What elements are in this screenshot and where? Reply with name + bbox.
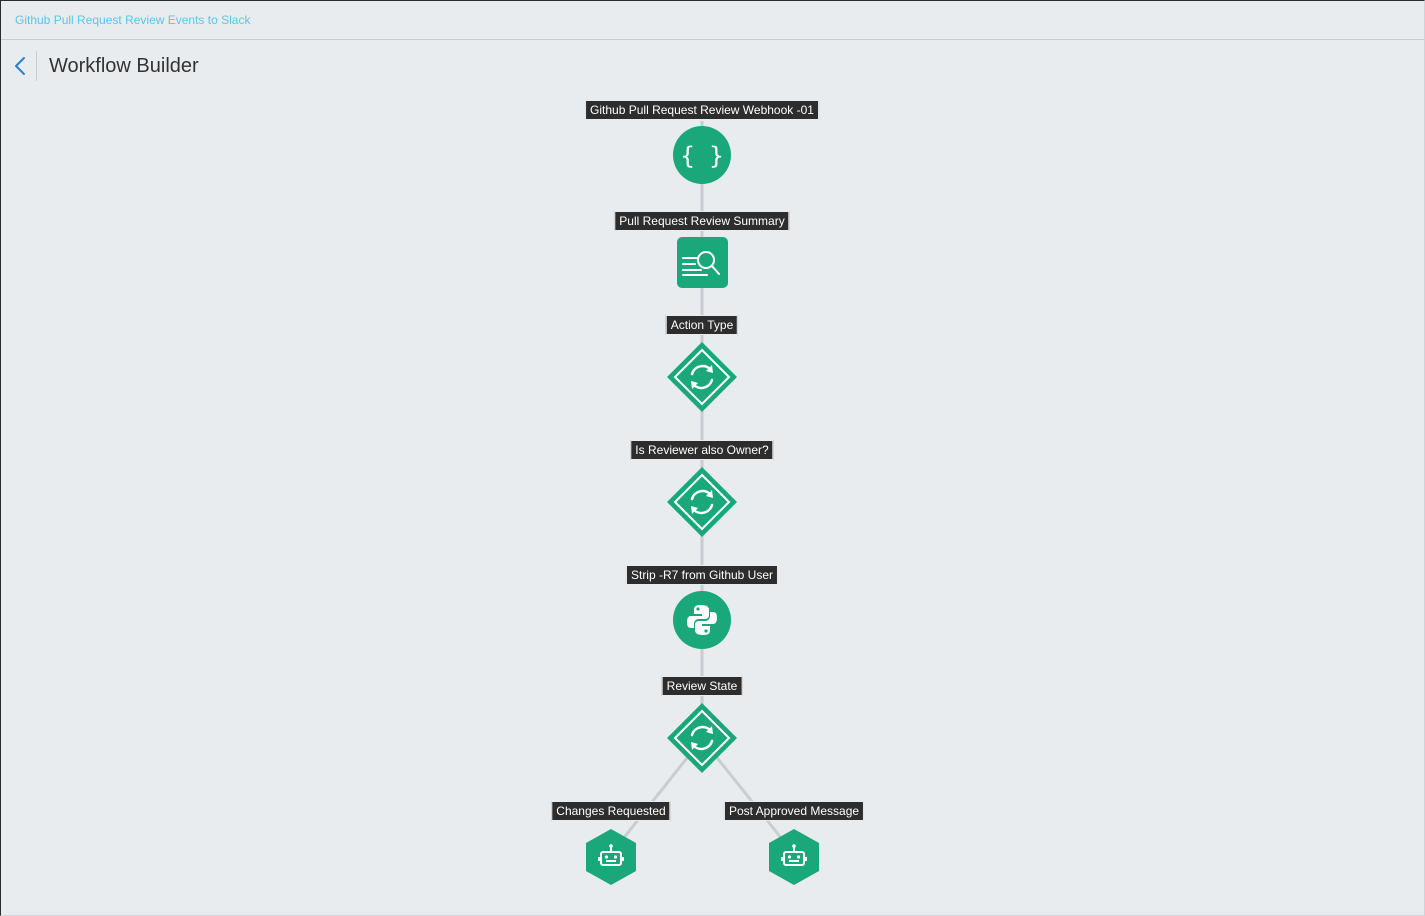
node-label-action-type[interactable]: Action Type <box>665 315 739 335</box>
node-label-strip-r7[interactable]: Strip -R7 from Github User <box>625 565 779 585</box>
node-review-state[interactable] <box>666 702 738 774</box>
node-label-review-state[interactable]: Review State <box>661 676 743 696</box>
node-label-changes-requested[interactable]: Changes Requested <box>551 801 671 821</box>
search-list-icon <box>677 237 728 288</box>
robot-icon <box>769 829 819 885</box>
node-changes-requested[interactable] <box>585 828 637 886</box>
node-strip-r7[interactable] <box>673 591 731 649</box>
page-header: Workflow Builder <box>1 49 401 83</box>
node-post-approved[interactable] <box>768 828 820 886</box>
braces-icon: { } <box>673 126 731 184</box>
top-bar: Github Pull Request Review Events to Sla… <box>1 1 1424 40</box>
chevron-left-icon <box>15 57 25 75</box>
robot-icon <box>586 829 636 885</box>
node-action-type[interactable] <box>666 341 738 413</box>
node-label-reviewer-owner[interactable]: Is Reviewer also Owner? <box>630 440 774 460</box>
node-reviewer-owner[interactable] <box>666 466 738 538</box>
edge-to-post-approved <box>700 738 796 855</box>
back-button[interactable] <box>11 55 31 77</box>
node-summary[interactable] <box>677 237 728 288</box>
refresh-icon <box>667 467 737 537</box>
edge-to-changes-requested <box>609 738 704 855</box>
svg-text:{ }: { } <box>680 142 723 170</box>
node-label-webhook[interactable]: Github Pull Request Review Webhook -01 <box>585 100 819 120</box>
python-icon <box>673 591 731 649</box>
refresh-icon <box>667 342 737 412</box>
refresh-icon <box>667 703 737 773</box>
node-label-summary[interactable]: Pull Request Review Summary <box>614 211 790 231</box>
header-divider <box>36 51 37 81</box>
page-title: Workflow Builder <box>49 55 199 77</box>
node-label-post-approved[interactable]: Post Approved Message <box>723 801 865 821</box>
breadcrumb-link[interactable]: Github Pull Request Review Events to Sla… <box>15 13 251 27</box>
node-webhook[interactable]: { } <box>673 126 731 184</box>
